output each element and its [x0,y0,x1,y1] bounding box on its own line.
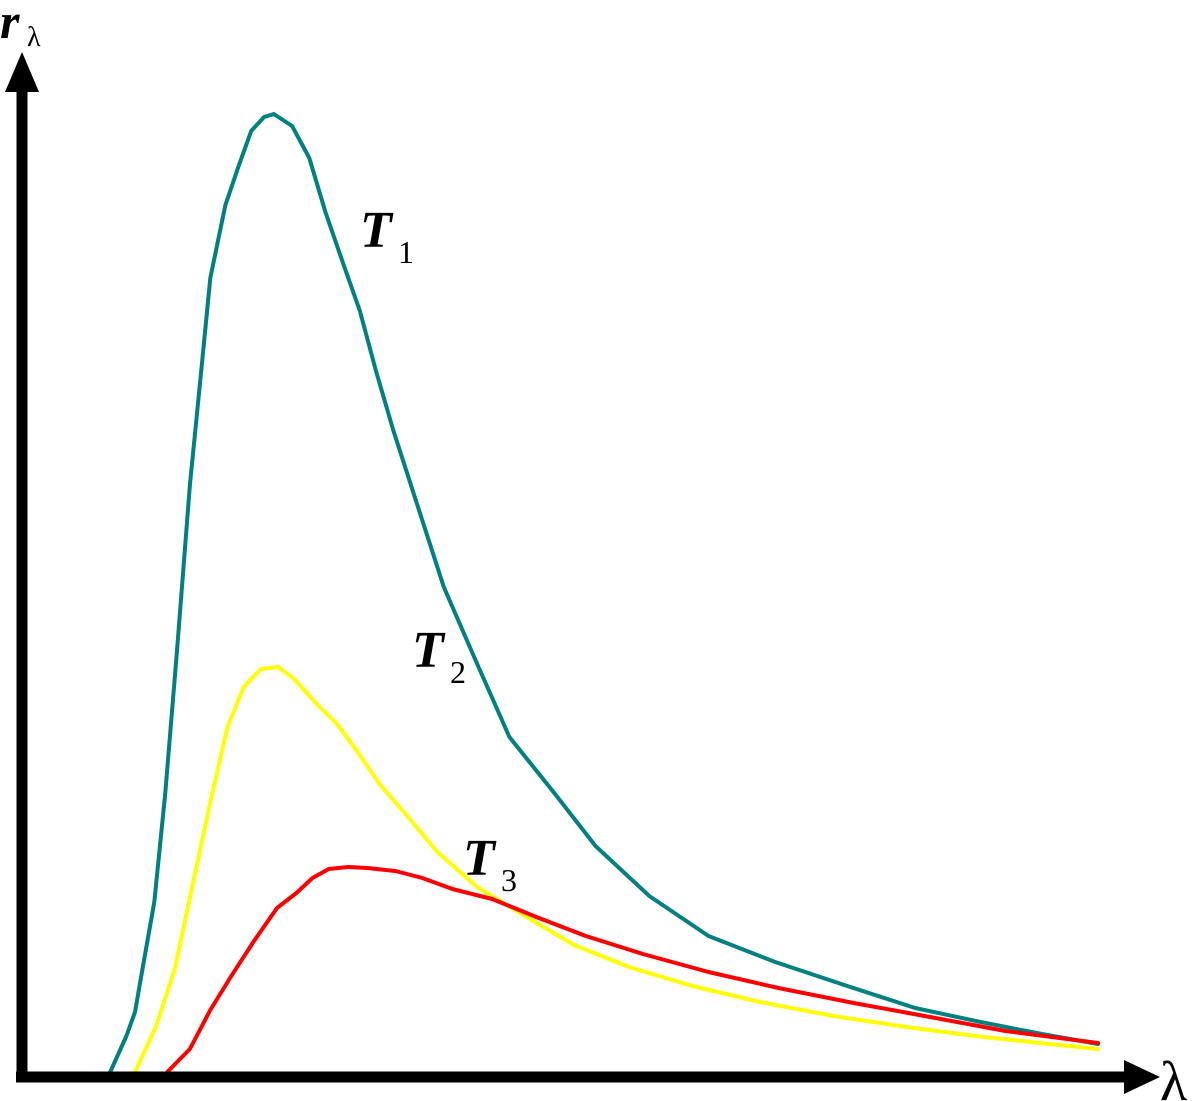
series-layer [108,112,1100,1074]
series-line-2 [133,665,1100,1074]
series-line-3 [165,865,1100,1074]
series-label-sub-1: 1 [398,234,414,270]
series-line-1 [108,112,1100,1074]
y-axis-label-sub: λ [27,22,41,53]
series-label-1: T [360,202,394,259]
series-label-2: T [412,622,446,679]
series-label-sub-2: 2 [450,654,466,690]
y-axis-arrowhead [5,52,39,92]
x-axis-arrowhead [1124,1060,1160,1094]
y-axis-label-main: r [0,0,20,49]
series-label-3: T [463,830,497,887]
x-axis-label: λ [1160,1051,1187,1101]
series-label-sub-3: 3 [501,862,517,898]
label-layer: T 1T 2T 3 [360,202,517,898]
